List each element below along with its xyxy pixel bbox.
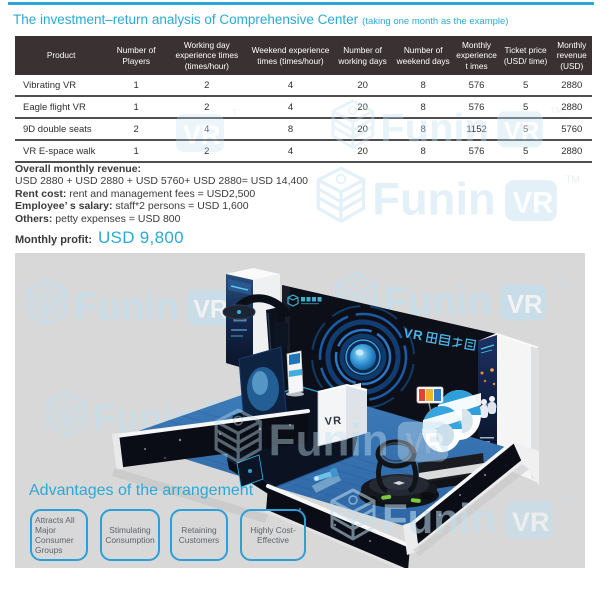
watermark-below-table: [316, 166, 582, 227]
cell: 2: [165, 96, 249, 120]
cell: 20: [332, 75, 393, 98]
cell: 2: [165, 140, 249, 164]
cell: 20: [332, 118, 393, 142]
cell: 5: [499, 118, 552, 142]
cell: 5: [499, 75, 552, 98]
wall-sign-cjk-text: [425, 331, 477, 351]
page-title: The investment–return analysis of Compre…: [13, 11, 508, 29]
wall-sign: VR: [402, 325, 477, 351]
col-workingday-times: Working day experience times (times/hour…: [165, 36, 249, 76]
cell: 4: [248, 75, 333, 98]
financial-summary: Overall monthly revenue: USD 2880 + USD …: [15, 163, 308, 248]
cell: 1: [107, 96, 165, 120]
cell: 8: [392, 75, 454, 98]
cell: 20: [332, 96, 393, 120]
col-working-days: Number of working days: [332, 36, 393, 76]
cell: 4: [165, 118, 249, 142]
table-row: Vibrating VR 1 2 4 20 8 576 5 2880: [15, 75, 592, 98]
others-line: Others: petty expenses = USD 800: [15, 212, 181, 225]
cell: Vibrating VR: [15, 75, 108, 98]
table-row: VR E-space walk 1 2 4 20 8 576 5 2880: [15, 140, 592, 164]
title-note: (taking one month as the example): [362, 16, 509, 27]
table-row: 9D double seats 2 4 8 20 8 1152 5 5760: [15, 118, 592, 142]
cell: 2: [165, 75, 249, 98]
cell: 576: [453, 96, 500, 120]
cell: 8: [392, 140, 454, 164]
col-monthly-revenue: Monthly revenue (USD): [551, 36, 592, 76]
vr-controller-wand: [311, 467, 342, 493]
cell: 8: [248, 118, 333, 142]
col-product: Product: [15, 36, 108, 76]
cell: 2880: [551, 75, 592, 98]
advantage-box-1: Attracts All Major Consumer Groups: [30, 509, 88, 561]
shadow: [112, 468, 268, 523]
revenue-formula: USD 2880 + USD 2880 + USD 5760+ USD 2880…: [15, 175, 309, 188]
cell: 2: [107, 118, 165, 142]
advantages-title: Advantages of the arrangement: [29, 482, 254, 499]
vr-arcade-illustration: VR: [15, 253, 585, 568]
wall-sign-vr: VR: [402, 325, 424, 343]
top-divider: [8, 2, 594, 5]
ticket-kiosk: [286, 350, 304, 397]
vortex-eye-graphic: [311, 305, 415, 409]
revenue-label: Overall monthly revenue:: [15, 163, 142, 175]
salary-line: Employee’ s salary: staff*2 persons = US…: [15, 200, 249, 213]
cell: 8: [392, 118, 454, 142]
cell: 1: [107, 140, 165, 164]
profit-label: Monthly profit:: [15, 233, 92, 246]
rent-line: Rent cost: rent and management fees = US…: [15, 187, 256, 200]
cell: VR E-space walk: [15, 140, 108, 164]
advantage-box-3: Retaining Customers: [170, 509, 228, 561]
advantage-box-4: Highly Cost-Effective: [240, 509, 306, 561]
cell: 1152: [453, 118, 500, 142]
cell: 4: [248, 140, 333, 164]
arcade-scene: VR: [15, 253, 585, 568]
cell: 1: [107, 75, 165, 98]
cell: 2880: [551, 96, 592, 120]
col-ticket-price: Ticket price (USD/ time): [499, 36, 552, 76]
col-players: Number of Players: [107, 36, 165, 76]
cell: 2880: [551, 140, 592, 164]
profit-line: Monthly profit: USD 9,800: [15, 228, 308, 248]
cell: 8: [392, 96, 454, 120]
table-row: Eagle flight VR 1 2 4 20 8 576 5 2880: [15, 96, 592, 120]
col-monthly-times: Monthly experience t imes: [453, 36, 500, 76]
title-text: The investment–return analysis of Compre…: [13, 12, 359, 27]
cell: 5: [499, 140, 552, 164]
advantage-box-2: Stimulating Consumption: [100, 509, 160, 561]
analysis-table: Product Number of Players Working day ex…: [15, 36, 592, 164]
cell: 5: [499, 96, 552, 120]
cell: 576: [453, 75, 500, 98]
right-pillar-poster: [476, 335, 498, 457]
cell: 20: [332, 140, 393, 164]
col-weekend-times: Weekend experience times (times/hour): [248, 36, 333, 76]
profit-value: USD 9,800: [97, 227, 184, 247]
cell: 576: [453, 140, 500, 164]
wall-brand-logo: [287, 294, 322, 307]
cell: Eagle flight VR: [15, 96, 108, 120]
cell: 5760: [551, 118, 592, 142]
col-weekend-days: Number of weekend days: [392, 36, 454, 76]
table-header-row: Product Number of Players Working day ex…: [15, 36, 592, 76]
cell: 4: [248, 96, 333, 120]
cell: 9D double seats: [15, 118, 108, 142]
egg-chair-sign: [416, 386, 444, 414]
